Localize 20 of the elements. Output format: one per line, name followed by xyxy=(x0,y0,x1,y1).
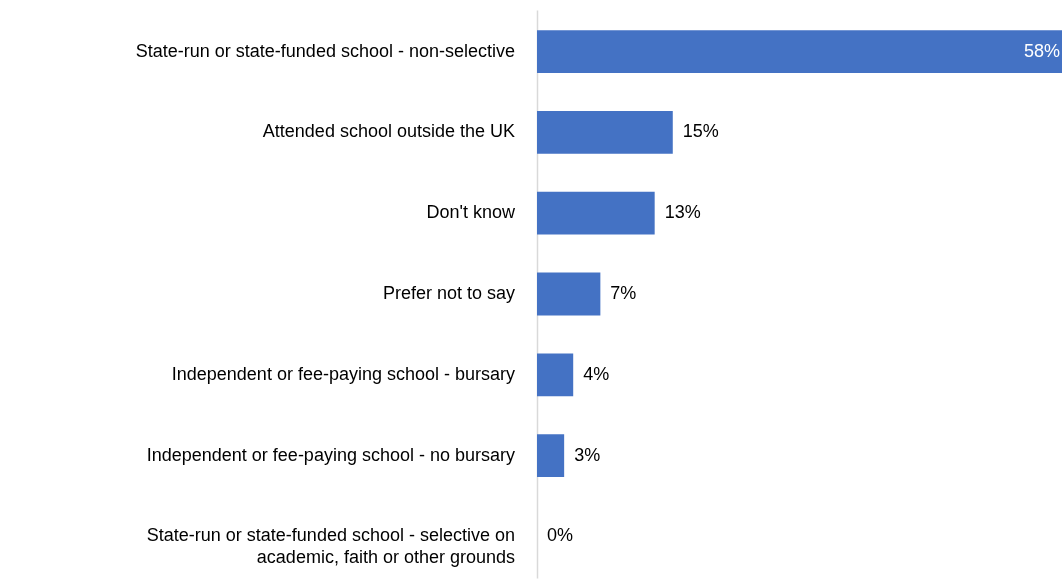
data-label: 15% xyxy=(682,121,719,142)
y-tick-label: Don't know xyxy=(426,202,516,223)
data-label: 13% xyxy=(664,202,701,223)
bar xyxy=(537,111,673,154)
data-label: 4% xyxy=(583,363,610,384)
bar xyxy=(537,30,1062,74)
bar xyxy=(537,272,601,316)
y-tick-label: Attended school outside the UK xyxy=(262,121,515,142)
bar xyxy=(537,434,565,477)
y-tick-label: Prefer not to say xyxy=(382,283,515,303)
bar xyxy=(537,191,655,235)
data-label: 58% xyxy=(1023,40,1060,61)
data-label: 7% xyxy=(610,283,637,303)
y-tick-label: State-run or state-funded school - selective on academic, faith or other grounds xyxy=(146,525,515,568)
y-tick-label: Independent or fee-paying school - no bursary xyxy=(146,444,515,465)
data-label: 3% xyxy=(574,444,601,465)
data-label: 0% xyxy=(547,525,574,546)
bar xyxy=(537,353,574,397)
y-tick-label: Independent or fee-paying school - bursary xyxy=(171,363,515,384)
y-tick-label: State-run or state-funded school - non-selective xyxy=(135,40,515,61)
